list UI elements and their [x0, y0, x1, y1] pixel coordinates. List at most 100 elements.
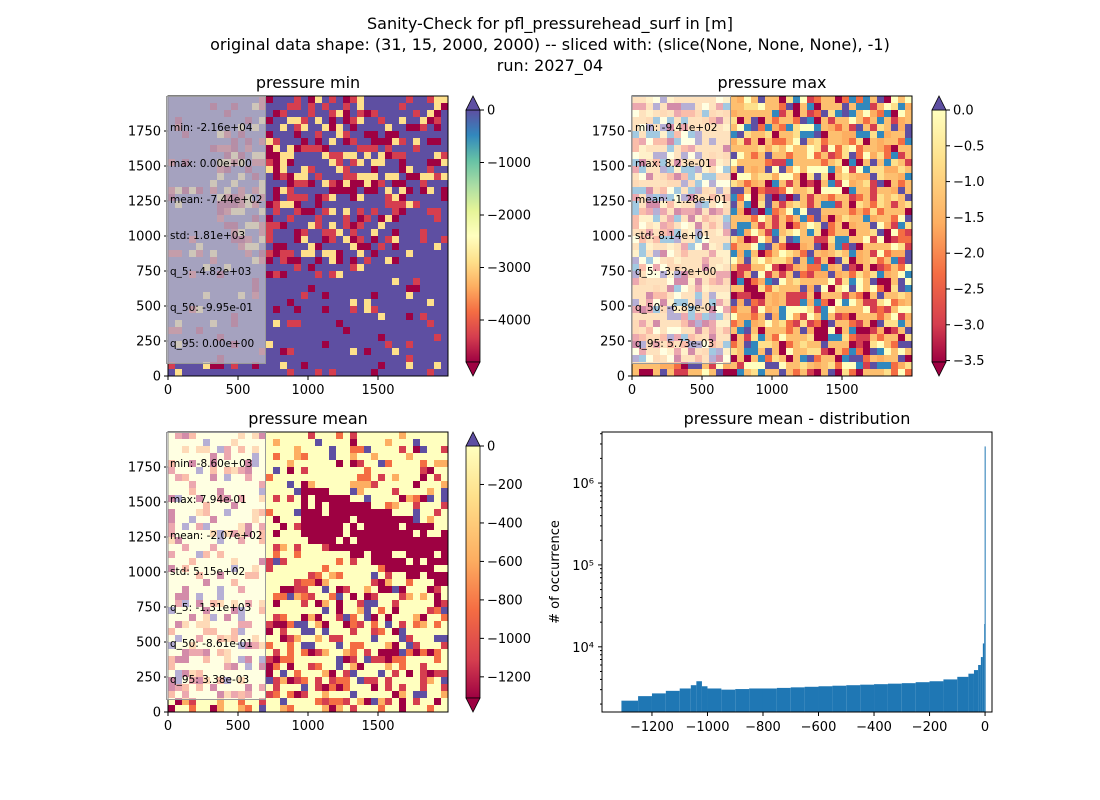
heatmap-cell [315, 481, 322, 488]
heatmap-cell [406, 579, 413, 586]
heatmap-cell [364, 474, 371, 481]
heatmap-cell [329, 544, 336, 551]
heatmap-cell [765, 306, 772, 313]
heatmap-cell [793, 236, 800, 243]
heatmap-cell [835, 355, 842, 362]
heatmap-cell [364, 586, 371, 593]
heatmap-cell [385, 194, 392, 201]
heatmap-cell [336, 124, 343, 131]
heatmap-cell [287, 180, 294, 187]
heatmap-cell [744, 313, 751, 320]
heatmap-cell [870, 264, 877, 271]
heatmap-cell [772, 194, 779, 201]
histogram-bar [749, 688, 763, 712]
heatmap-cell [884, 180, 891, 187]
heatmap-cell [336, 523, 343, 530]
heatmap-cell [441, 488, 448, 495]
heatmap-cell [350, 621, 357, 628]
heatmap-cell [441, 684, 448, 691]
heatmap-cell [406, 187, 413, 194]
heatmap-cell [441, 173, 448, 180]
heatmap-cell [273, 600, 280, 607]
heatmap-cell [301, 453, 308, 460]
heatmap-cell [371, 439, 378, 446]
heatmap-cell [427, 663, 434, 670]
heatmap-cell [406, 355, 413, 362]
heatmap-cell [357, 663, 364, 670]
y-tick-label: 1500 [128, 496, 161, 511]
heatmap-cell [406, 656, 413, 663]
heatmap-cell [308, 432, 315, 439]
heatmap-cell [210, 705, 217, 712]
heatmap-cell [336, 614, 343, 621]
heatmap-cell [413, 558, 420, 565]
heatmap-cell [751, 243, 758, 250]
heatmap-cell [420, 516, 427, 523]
heatmap-cell [266, 642, 273, 649]
heatmap-cell [807, 187, 814, 194]
heatmap-cell [737, 236, 744, 243]
heatmap-cell [315, 201, 322, 208]
heatmap-cell [385, 565, 392, 572]
heatmap-cell [385, 187, 392, 194]
heatmap-cell [420, 460, 427, 467]
heatmap-cell [905, 201, 912, 208]
heatmap-cell [870, 348, 877, 355]
heatmap-cell [336, 502, 343, 509]
heatmap-cell [280, 628, 287, 635]
heatmap-cell [406, 201, 413, 208]
heatmap-cell [343, 187, 350, 194]
heatmap-cell [793, 271, 800, 278]
heatmap-cell [807, 222, 814, 229]
heatmap-cell [905, 215, 912, 222]
colorbar-tick-label: −0.5 [953, 139, 985, 154]
heatmap-cell [301, 628, 308, 635]
heatmap-cell [336, 432, 343, 439]
heatmap-cell [329, 152, 336, 159]
heatmap-cell [434, 705, 441, 712]
heatmap-cell [441, 194, 448, 201]
heatmap-cell [835, 313, 842, 320]
heatmap-cell [884, 299, 891, 306]
heatmap-cell [434, 579, 441, 586]
heatmap-cell [385, 579, 392, 586]
heatmap-cell [392, 138, 399, 145]
heatmap-cell [427, 110, 434, 117]
heatmap-cell [329, 705, 336, 712]
heatmap-cell [779, 166, 786, 173]
heatmap-cell [308, 110, 315, 117]
heatmap-cell [399, 593, 406, 600]
heatmap-cell [779, 236, 786, 243]
heatmap-cell [371, 635, 378, 642]
histogram-bar [701, 686, 708, 712]
heatmap-cell [378, 628, 385, 635]
heatmap-cell [434, 117, 441, 124]
heatmap-cell [849, 243, 856, 250]
heatmap-cell [273, 558, 280, 565]
heatmap-cell [744, 194, 751, 201]
heatmap-cell [189, 705, 196, 712]
heatmap-cell [280, 250, 287, 257]
heatmap-cell [392, 502, 399, 509]
heatmap-cell [441, 579, 448, 586]
heatmap-cell [329, 523, 336, 530]
heatmap-cell [807, 110, 814, 117]
histogram-bar [887, 683, 902, 712]
stat-line: std: 8.14e+01 [635, 230, 711, 242]
heatmap-cell [898, 152, 905, 159]
heatmap-cell [793, 369, 800, 376]
colorbar-tick-label: −1.5 [953, 211, 985, 226]
heatmap-cell [301, 551, 308, 558]
heatmap-cell [357, 649, 364, 656]
heatmap-cell [835, 362, 842, 369]
heatmap-cell [329, 117, 336, 124]
colorbar-tick-label: −400 [487, 516, 523, 531]
heatmap-cell [441, 558, 448, 565]
heatmap-cell [357, 621, 364, 628]
heatmap-cell [779, 320, 786, 327]
heatmap-cell [378, 600, 385, 607]
colorbar-extend-bottom [465, 361, 481, 377]
heatmap-cell [329, 593, 336, 600]
heatmap-cell [434, 607, 441, 614]
heatmap-cell [441, 530, 448, 537]
